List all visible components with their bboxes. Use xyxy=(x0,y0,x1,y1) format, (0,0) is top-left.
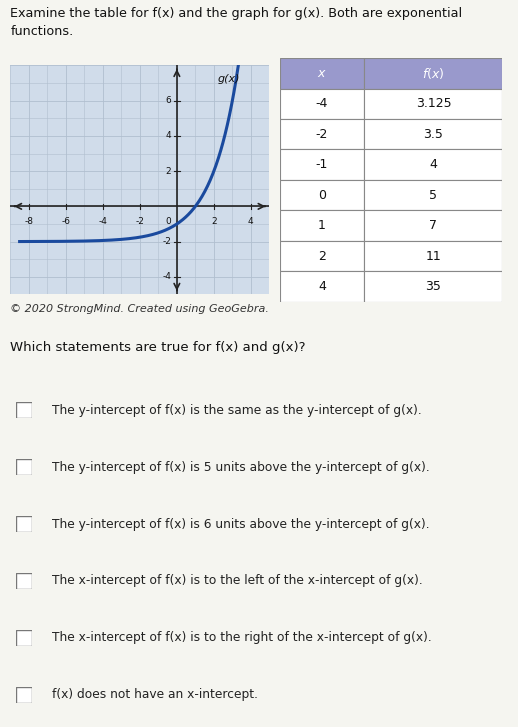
Text: 4: 4 xyxy=(248,217,254,226)
Text: 3.125: 3.125 xyxy=(415,97,451,111)
Bar xyxy=(364,58,502,89)
Text: 0: 0 xyxy=(318,188,326,201)
Text: 2: 2 xyxy=(211,217,217,226)
Text: -4: -4 xyxy=(316,97,328,111)
Bar xyxy=(364,271,502,302)
Text: f(x) does not have an x-intercept.: f(x) does not have an x-intercept. xyxy=(52,688,258,702)
Text: 7: 7 xyxy=(429,219,437,232)
Bar xyxy=(364,180,502,210)
Text: 1: 1 xyxy=(318,219,326,232)
Bar xyxy=(280,241,364,271)
Text: 0: 0 xyxy=(166,217,171,226)
Text: -4: -4 xyxy=(98,217,107,226)
Text: 3.5: 3.5 xyxy=(424,128,443,141)
Text: $f(x)$: $f(x)$ xyxy=(422,66,444,81)
Bar xyxy=(280,58,364,89)
Text: -8: -8 xyxy=(24,217,33,226)
Text: 2: 2 xyxy=(318,249,326,262)
Text: The x-intercept of f(x) is to the right of the x-intercept of g(x).: The x-intercept of f(x) is to the right … xyxy=(52,632,431,644)
Text: 35: 35 xyxy=(425,280,441,293)
Text: -2: -2 xyxy=(163,237,171,246)
Bar xyxy=(280,150,364,180)
Bar xyxy=(280,271,364,302)
Text: The x-intercept of f(x) is to the left of the x-intercept of g(x).: The x-intercept of f(x) is to the left o… xyxy=(52,574,423,587)
Text: 2: 2 xyxy=(166,166,171,176)
Text: The y-intercept of f(x) is 6 units above the y-intercept of g(x).: The y-intercept of f(x) is 6 units above… xyxy=(52,518,429,531)
Text: 11: 11 xyxy=(425,249,441,262)
Text: -1: -1 xyxy=(316,158,328,172)
Bar xyxy=(364,119,502,150)
Text: g(x): g(x) xyxy=(218,74,240,84)
Text: The y-intercept of f(x) is the same as the y-intercept of g(x).: The y-intercept of f(x) is the same as t… xyxy=(52,403,422,417)
Text: 4: 4 xyxy=(318,280,326,293)
Text: Examine the table for f(x) and the graph for g(x). Both are exponential
function: Examine the table for f(x) and the graph… xyxy=(10,7,463,39)
Bar xyxy=(280,210,364,241)
Bar xyxy=(364,241,502,271)
Bar xyxy=(364,150,502,180)
Text: $x$: $x$ xyxy=(317,67,327,80)
Text: -2: -2 xyxy=(135,217,145,226)
Text: -6: -6 xyxy=(61,217,70,226)
Text: 4: 4 xyxy=(166,132,171,140)
Text: -4: -4 xyxy=(163,273,171,281)
Bar xyxy=(280,89,364,119)
Text: © 2020 StrongMind. Created using GeoGebra.: © 2020 StrongMind. Created using GeoGebr… xyxy=(10,304,269,314)
Bar xyxy=(364,210,502,241)
Text: 6: 6 xyxy=(166,96,171,105)
Bar xyxy=(280,180,364,210)
Bar xyxy=(280,119,364,150)
Text: Which statements are true for f(x) and g(x)?: Which statements are true for f(x) and g… xyxy=(10,341,306,353)
Bar xyxy=(364,89,502,119)
Text: -2: -2 xyxy=(316,128,328,141)
Text: 5: 5 xyxy=(429,188,437,201)
Text: The y-intercept of f(x) is 5 units above the y-intercept of g(x).: The y-intercept of f(x) is 5 units above… xyxy=(52,461,429,473)
Text: 4: 4 xyxy=(429,158,437,172)
